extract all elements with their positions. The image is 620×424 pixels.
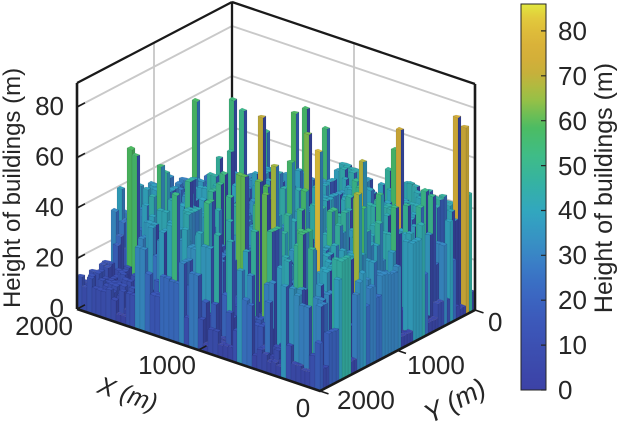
svg-text:80: 80	[35, 91, 64, 121]
svg-text:10: 10	[558, 330, 587, 360]
svg-text:0: 0	[558, 375, 572, 405]
svg-text:60: 60	[558, 106, 587, 136]
svg-text:1000: 1000	[407, 350, 465, 380]
svg-text:50: 50	[558, 151, 587, 181]
svg-text:60: 60	[35, 142, 64, 172]
svg-text:40: 40	[558, 195, 587, 225]
svg-text:40: 40	[35, 192, 64, 222]
svg-text:70: 70	[558, 61, 587, 91]
svg-text:2000: 2000	[15, 311, 73, 341]
svg-text:Height of buildings (m): Height of buildings (m)	[0, 68, 26, 308]
svg-text:20: 20	[35, 243, 64, 273]
svg-text:30: 30	[558, 240, 587, 270]
svg-text:Height of buildings (m): Height of buildings (m)	[590, 63, 618, 313]
svg-text:0: 0	[296, 393, 310, 423]
svg-text:0: 0	[50, 293, 64, 323]
svg-text:1000: 1000	[138, 350, 196, 380]
svg-text:0: 0	[488, 307, 502, 337]
svg-text:80: 80	[558, 16, 587, 46]
svg-text:20: 20	[558, 285, 587, 315]
svg-text:2000: 2000	[337, 385, 395, 415]
